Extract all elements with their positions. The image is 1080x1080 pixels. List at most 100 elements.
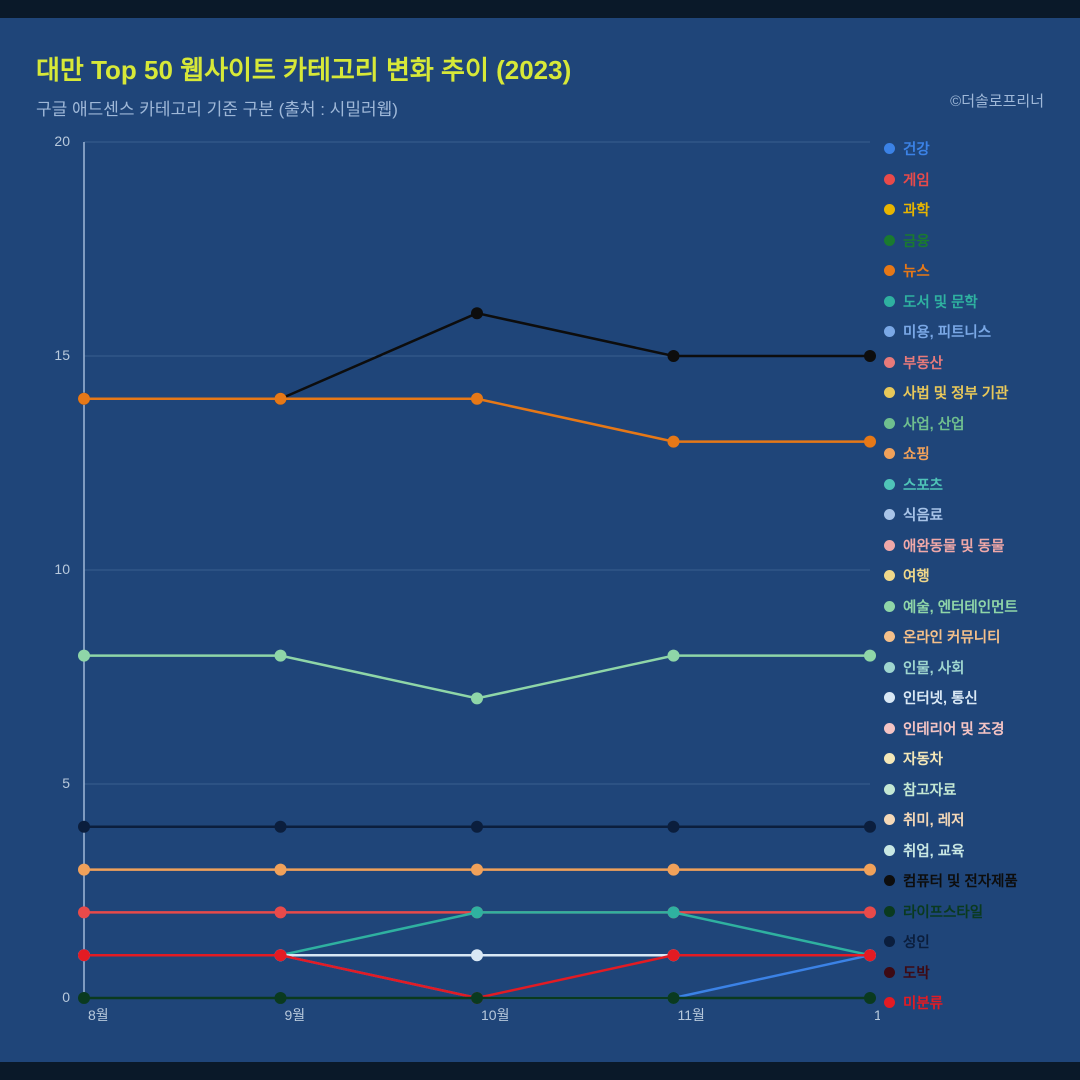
- legend-item[interactable]: 게임: [884, 169, 1044, 190]
- legend-item[interactable]: 자동차: [884, 748, 1044, 769]
- svg-text:8월: 8월: [88, 1007, 109, 1023]
- legend-item[interactable]: 부동산: [884, 352, 1044, 373]
- legend-label: 쇼핑: [903, 443, 930, 464]
- legend-item[interactable]: 취미, 레저: [884, 809, 1044, 830]
- legend-item[interactable]: 식음료: [884, 504, 1044, 525]
- chart-panel: 대만 Top 50 웹사이트 카테고리 변화 추이 (2023) 구글 애드센스…: [0, 18, 1080, 1062]
- legend-item[interactable]: 뉴스: [884, 260, 1044, 281]
- legend-dot-icon: [884, 174, 895, 185]
- legend-dot-icon: [884, 875, 895, 886]
- legend-dot-icon: [884, 570, 895, 581]
- legend-label: 미용, 피트니스: [903, 321, 991, 342]
- legend-dot-icon: [884, 906, 895, 917]
- legend-dot-icon: [884, 265, 895, 276]
- legend-dot-icon: [884, 814, 895, 825]
- legend-item[interactable]: 성인: [884, 931, 1044, 952]
- legend-dot-icon: [884, 601, 895, 612]
- legend-label: 취미, 레저: [903, 809, 964, 830]
- legend-dot-icon: [884, 692, 895, 703]
- legend-dot-icon: [884, 845, 895, 856]
- svg-text:10: 10: [54, 561, 70, 577]
- legend-item[interactable]: 도서 및 문학: [884, 291, 1044, 312]
- legend-item[interactable]: 애완동물 및 동물: [884, 535, 1044, 556]
- legend-item[interactable]: 인물, 사회: [884, 657, 1044, 678]
- legend-label: 여행: [903, 565, 930, 586]
- legend-label: 부동산: [903, 352, 943, 373]
- legend-item[interactable]: 스포츠: [884, 474, 1044, 495]
- legend-item[interactable]: 도박: [884, 962, 1044, 983]
- legend-label: 사업, 산업: [903, 413, 964, 434]
- legend-label: 온라인 커뮤니티: [903, 626, 1000, 647]
- legend-label: 금융: [903, 230, 930, 251]
- legend-label: 자동차: [903, 748, 943, 769]
- legend-dot-icon: [884, 387, 895, 398]
- legend-label: 예술, 엔터테인먼트: [903, 596, 1018, 617]
- legend-label: 과학: [903, 199, 930, 220]
- svg-text:5: 5: [62, 775, 70, 791]
- legend-dot-icon: [884, 631, 895, 642]
- legend-label: 도박: [903, 962, 930, 983]
- legend-item[interactable]: 라이프스타일: [884, 901, 1044, 922]
- legend-label: 미분류: [903, 992, 943, 1013]
- legend-item[interactable]: 여행: [884, 565, 1044, 586]
- legend-dot-icon: [884, 479, 895, 490]
- svg-text:10월: 10월: [481, 1007, 509, 1023]
- legend-dot-icon: [884, 204, 895, 215]
- legend-dot-icon: [884, 418, 895, 429]
- legend-item[interactable]: 사업, 산업: [884, 413, 1044, 434]
- legend-item[interactable]: 미분류: [884, 992, 1044, 1013]
- legend-label: 건강: [903, 138, 930, 159]
- legend-label: 인테리어 및 조경: [903, 718, 1004, 739]
- legend-dot-icon: [884, 540, 895, 551]
- svg-text:9월: 9월: [285, 1007, 306, 1023]
- legend-label: 참고자료: [903, 779, 956, 800]
- legend-label: 도서 및 문학: [903, 291, 978, 312]
- legend-label: 사법 및 정부 기관: [903, 382, 1008, 403]
- credit-label: ©더솔로프리너: [950, 90, 1044, 111]
- legend-item[interactable]: 쇼핑: [884, 443, 1044, 464]
- chart-title: 대만 Top 50 웹사이트 카테고리 변화 추이 (2023): [36, 50, 1044, 87]
- legend-item[interactable]: 컴퓨터 및 전자제품: [884, 870, 1044, 891]
- page-outer: 대만 Top 50 웹사이트 카테고리 변화 추이 (2023) 구글 애드센스…: [0, 0, 1080, 1080]
- legend-label: 스포츠: [903, 474, 943, 495]
- legend-dot-icon: [884, 448, 895, 459]
- legend-label: 인터넷, 통신: [903, 687, 978, 708]
- legend-item[interactable]: 인터넷, 통신: [884, 687, 1044, 708]
- legend-dot-icon: [884, 235, 895, 246]
- legend-item[interactable]: 과학: [884, 199, 1044, 220]
- legend-label: 취업, 교육: [903, 840, 964, 861]
- legend-item[interactable]: 예술, 엔터테인먼트: [884, 596, 1044, 617]
- legend-label: 식음료: [903, 504, 943, 525]
- legend-item[interactable]: 취업, 교육: [884, 840, 1044, 861]
- legend-item[interactable]: 사법 및 정부 기관: [884, 382, 1044, 403]
- chart-subtitle: 구글 애드센스 카테고리 기준 구분 (출처 : 시밀러웹): [36, 95, 1044, 120]
- legend-dot-icon: [884, 143, 895, 154]
- legend-label: 라이프스타일: [903, 901, 983, 922]
- svg-text:0: 0: [62, 989, 70, 1005]
- legend-dot-icon: [884, 967, 895, 978]
- legend-label: 애완동물 및 동물: [903, 535, 1004, 556]
- legend-item[interactable]: 참고자료: [884, 779, 1044, 800]
- legend-label: 컴퓨터 및 전자제품: [903, 870, 1018, 891]
- legend-label: 게임: [903, 169, 930, 190]
- legend-item[interactable]: 미용, 피트니스: [884, 321, 1044, 342]
- svg-text:12월: 12월: [874, 1007, 880, 1023]
- legend-label: 뉴스: [903, 260, 930, 281]
- legend-item[interactable]: 인테리어 및 조경: [884, 718, 1044, 739]
- svg-text:15: 15: [54, 347, 70, 363]
- legend-dot-icon: [884, 997, 895, 1008]
- legend-dot-icon: [884, 357, 895, 368]
- legend-dot-icon: [884, 326, 895, 337]
- legend-dot-icon: [884, 753, 895, 764]
- legend-dot-icon: [884, 784, 895, 795]
- svg-text:20: 20: [54, 133, 70, 149]
- legend-item[interactable]: 금융: [884, 230, 1044, 251]
- legend: 건강게임과학금융뉴스도서 및 문학미용, 피트니스부동산사법 및 정부 기관사업…: [884, 138, 1044, 1023]
- legend-label: 성인: [903, 931, 930, 952]
- legend-item[interactable]: 온라인 커뮤니티: [884, 626, 1044, 647]
- legend-item[interactable]: 건강: [884, 138, 1044, 159]
- legend-dot-icon: [884, 936, 895, 947]
- line-chart-svg: 051015208월9월10월11월12월: [36, 128, 880, 1032]
- legend-dot-icon: [884, 662, 895, 673]
- legend-dot-icon: [884, 723, 895, 734]
